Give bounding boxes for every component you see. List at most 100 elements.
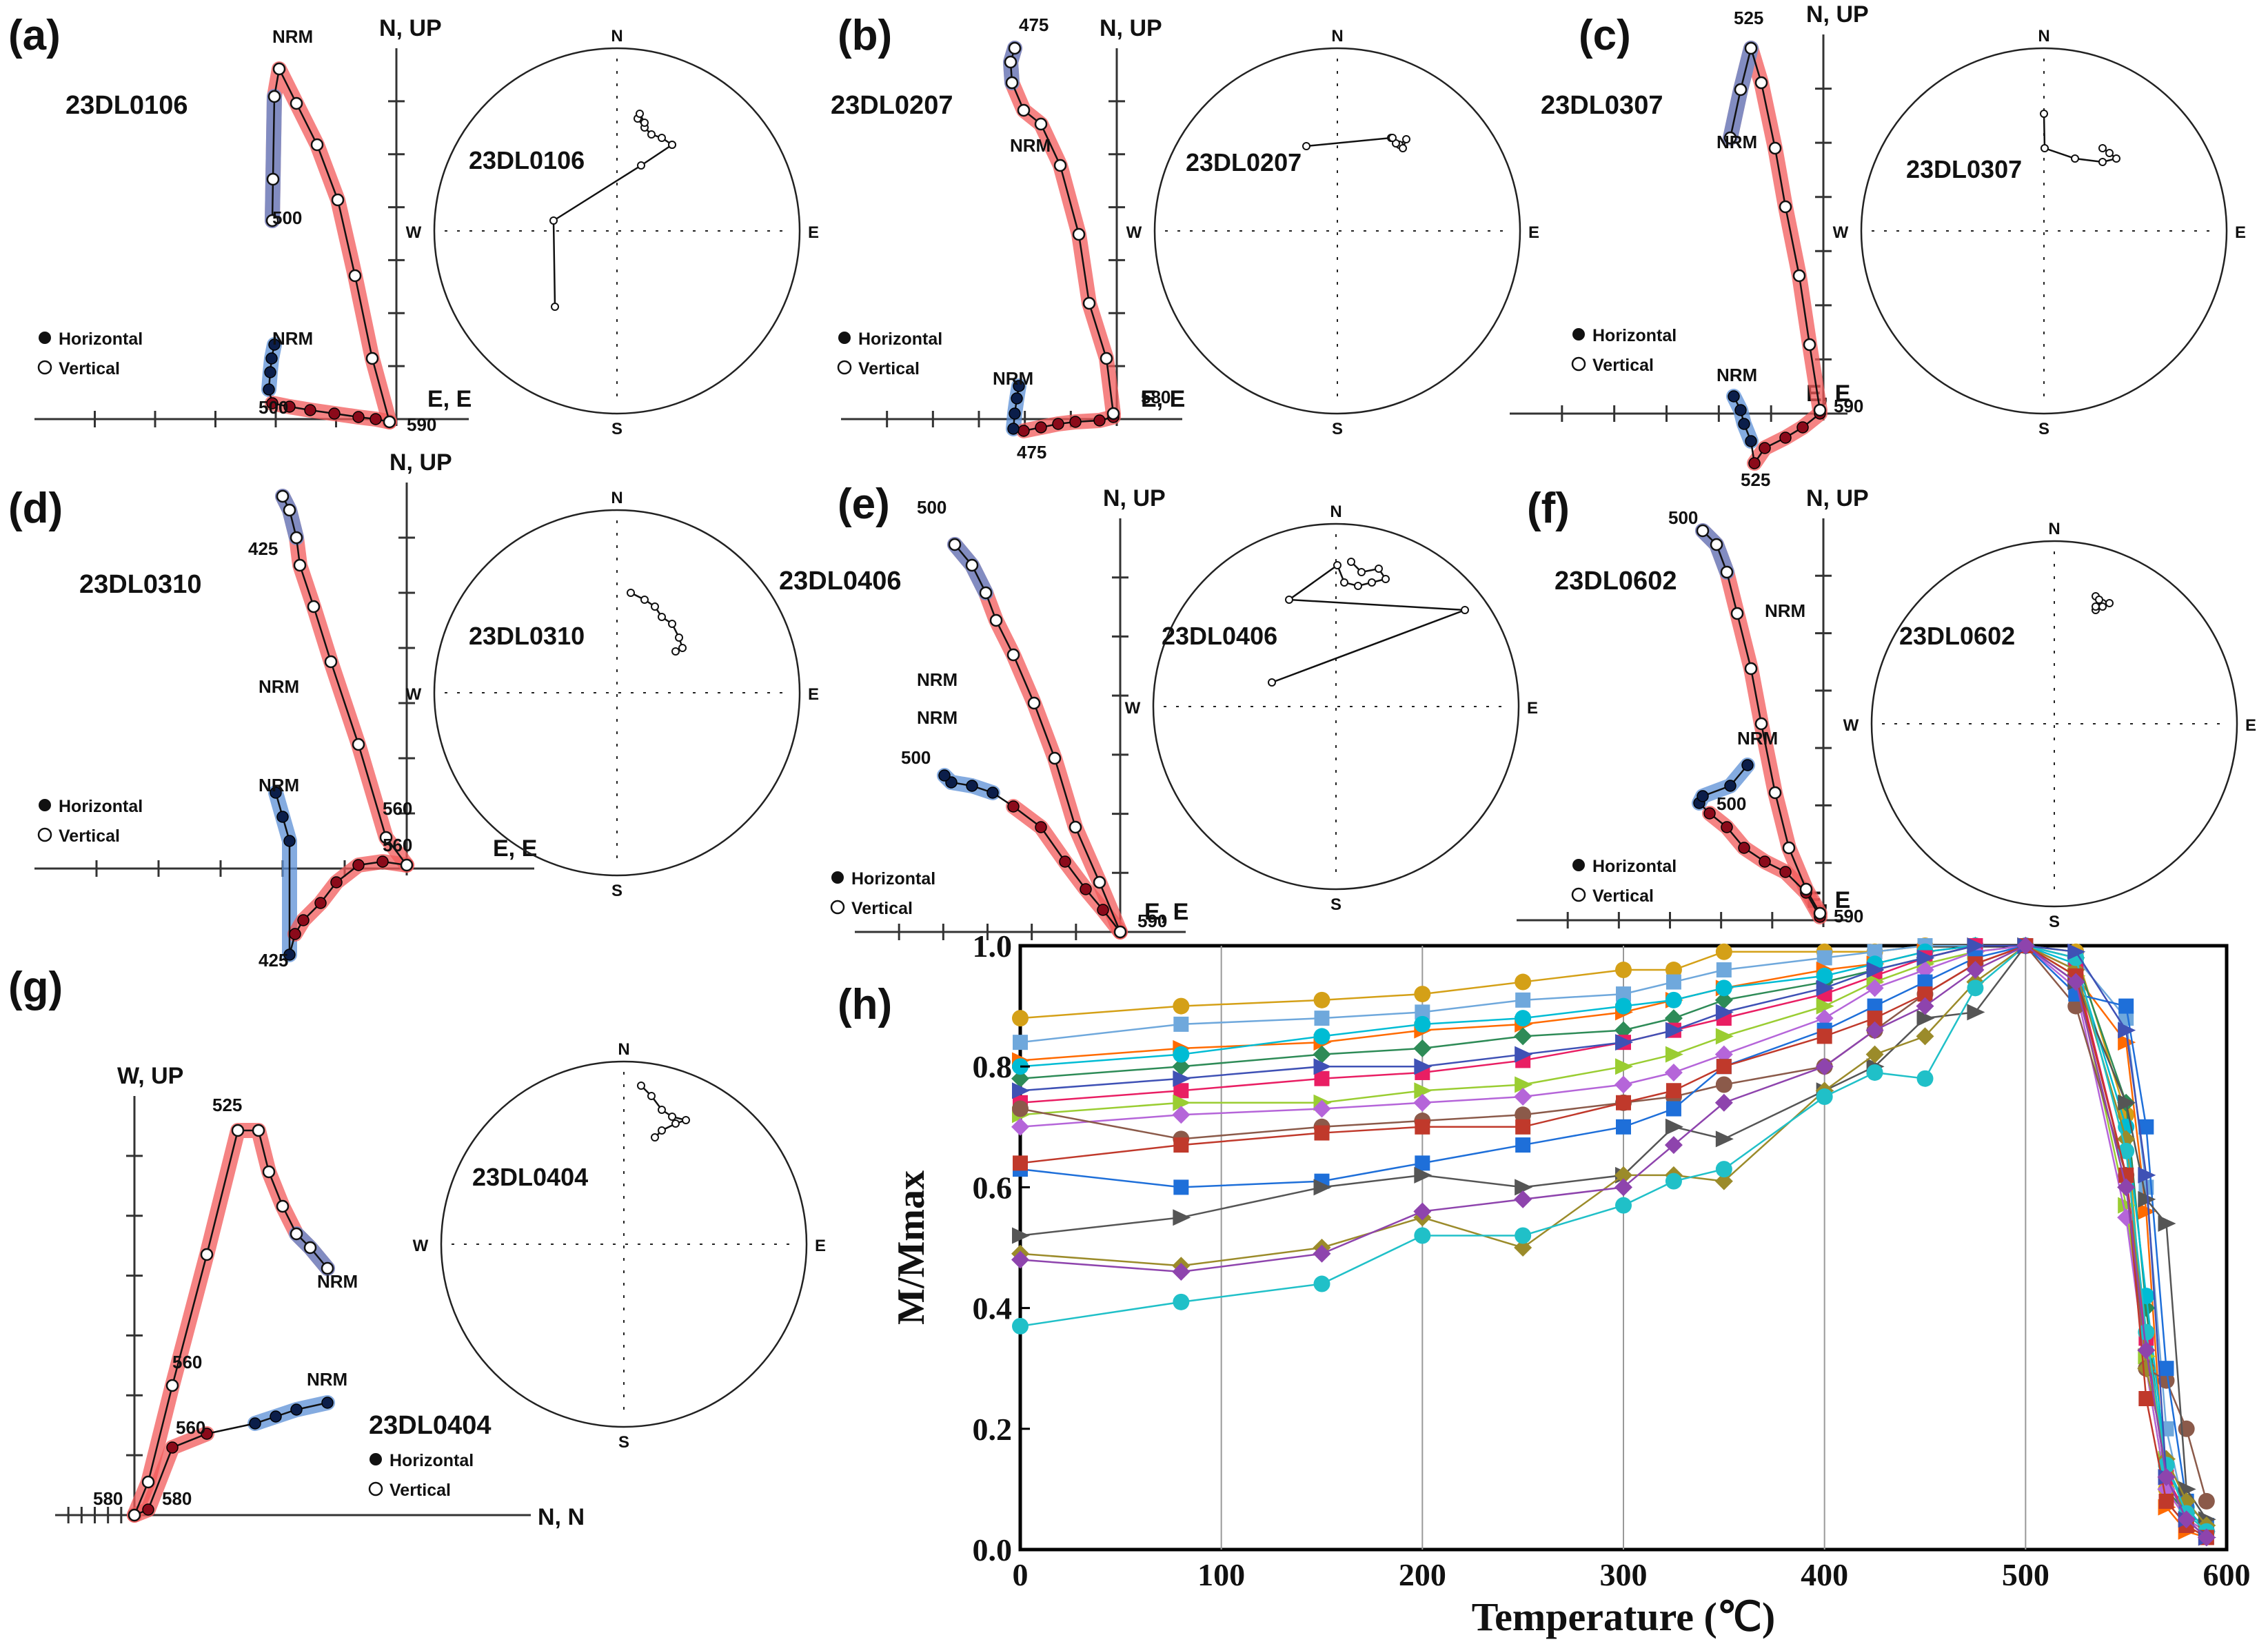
horizontal-point bbox=[352, 411, 365, 423]
stereonet-point bbox=[671, 1119, 680, 1128]
series-point bbox=[1664, 1063, 1683, 1082]
horizontal-point bbox=[1035, 821, 1047, 833]
series-point bbox=[2138, 1323, 2155, 1341]
vertical-point bbox=[276, 1199, 290, 1213]
step-label: NRM bbox=[317, 1271, 358, 1292]
series-point bbox=[1615, 962, 1632, 979]
step-label: NRM bbox=[1010, 135, 1051, 156]
vertical-point bbox=[1005, 76, 1019, 90]
vertical-point bbox=[310, 138, 324, 152]
vertical-point bbox=[200, 1248, 214, 1261]
series-point bbox=[1816, 950, 1832, 966]
series-point bbox=[2138, 1203, 2156, 1220]
vertical-point bbox=[1744, 41, 1758, 55]
series-point bbox=[1313, 1058, 1332, 1075]
vertical-point bbox=[1803, 338, 1816, 352]
series-point bbox=[1414, 1015, 1431, 1033]
panel-c: (c) N, UPE, E23DL0307NRM525525NRM590Horiz… bbox=[1510, 1, 2246, 490]
series-point bbox=[1415, 1004, 1430, 1020]
horizontal-point bbox=[1017, 425, 1030, 437]
series-line bbox=[1020, 944, 2207, 1526]
step-label: NRM bbox=[917, 669, 958, 690]
vertical-fit-band bbox=[265, 61, 397, 429]
horizontal-point bbox=[1007, 423, 1020, 435]
series-point bbox=[2067, 943, 2086, 960]
axis-right-label: N, N bbox=[538, 1504, 585, 1530]
panel-letter: (b) bbox=[838, 12, 892, 59]
series-point bbox=[1714, 1045, 1733, 1064]
stereonet: N S E W 23DL0406 bbox=[1125, 503, 1538, 914]
stereonet-point bbox=[1402, 135, 1410, 143]
horizontal-point bbox=[1009, 407, 1021, 420]
vertical-point bbox=[321, 1261, 334, 1275]
series-point bbox=[1867, 998, 1883, 1014]
horizontal-point bbox=[263, 383, 275, 396]
series-point bbox=[1173, 1083, 1189, 1099]
step-label: 580 bbox=[93, 1488, 123, 1509]
series-point bbox=[1665, 962, 1682, 979]
horizontal-point bbox=[376, 855, 389, 868]
vertical-point bbox=[1696, 524, 1710, 538]
vertical-point bbox=[400, 858, 414, 872]
series-point bbox=[2118, 998, 2134, 1014]
legend-vertical: Vertical bbox=[1592, 886, 1654, 906]
stereonet-point bbox=[2041, 144, 2049, 152]
series-point bbox=[1614, 1021, 1632, 1039]
legend-filled-marker bbox=[831, 871, 844, 884]
stereonet-point bbox=[1461, 606, 1469, 614]
stereonet-dir-N: N bbox=[611, 489, 622, 507]
step-label: 500 bbox=[272, 207, 302, 228]
stereonet-point bbox=[658, 1106, 666, 1114]
stereonet-point bbox=[2098, 602, 2107, 611]
stereonet-path bbox=[2043, 113, 2118, 163]
step-label: NRM bbox=[1717, 132, 1757, 152]
end-step-label: 560 bbox=[383, 798, 412, 819]
series-point bbox=[1172, 1057, 1191, 1076]
axis-right-label: E, E bbox=[427, 386, 472, 412]
vertical-point bbox=[266, 172, 280, 186]
series-point bbox=[1615, 1034, 1633, 1051]
series-line bbox=[1020, 944, 2207, 1539]
vertical-point bbox=[1008, 41, 1022, 55]
stereonet-point bbox=[647, 1092, 656, 1100]
chart-series bbox=[1011, 937, 2216, 1547]
panel-b: (b) N, UP E, E 23DL0207 NRM 475 475 NRM 580 Horiz… bbox=[831, 12, 1539, 463]
series-point bbox=[2138, 1391, 2154, 1406]
legend-open-marker bbox=[1571, 356, 1586, 372]
x-tick-label: 500 bbox=[2002, 1557, 2049, 1592]
series-point bbox=[1173, 1293, 1190, 1310]
vertical-point bbox=[267, 90, 281, 103]
axis-up-label: W, UP bbox=[117, 1063, 183, 1089]
step-label: 500 bbox=[259, 397, 288, 418]
vertical-point bbox=[272, 62, 286, 76]
stereonet-dir-W: W bbox=[1833, 223, 1849, 242]
step-label: NRM bbox=[272, 26, 313, 47]
legend-filled-marker bbox=[1572, 859, 1585, 871]
horizontal-point bbox=[1721, 821, 1733, 833]
end-step-label: 590 bbox=[407, 414, 436, 435]
chart-ticks: 0 100 200 300 400 500 600 0.0 0.2 0.4 0.6 0.8 1.0 bbox=[973, 928, 2251, 1592]
horizontal-point bbox=[1035, 421, 1047, 434]
series-point bbox=[1614, 1075, 1632, 1094]
series-point bbox=[1414, 1166, 1432, 1184]
y-tick-label: 0.4 bbox=[973, 1291, 1013, 1326]
stereonet-circle bbox=[1153, 47, 1521, 415]
series-point bbox=[1515, 1076, 1533, 1093]
zijderveld-panels: (a) N, UP E, E 23DL0106 NRM 500 500 NRM 590 Horiz… bbox=[8, 1, 2256, 1530]
vertical-point bbox=[1093, 875, 1106, 889]
series-point bbox=[2118, 1034, 2136, 1051]
series-point bbox=[1916, 961, 1934, 980]
stereonet-point bbox=[1368, 578, 1376, 587]
stereonet-point bbox=[1285, 596, 1293, 604]
horizontal-point bbox=[1703, 807, 1716, 820]
series-point bbox=[1616, 986, 1631, 1002]
series-line bbox=[1020, 944, 2207, 1539]
series-point bbox=[1715, 1004, 1734, 1021]
series-point bbox=[1665, 1101, 1681, 1117]
stereonet-circle bbox=[1870, 540, 2238, 908]
horizontal-point bbox=[352, 859, 365, 871]
horizontal-point bbox=[1007, 800, 1020, 813]
y-tick-label: 1.0 bbox=[973, 928, 1013, 964]
horizontal-point bbox=[966, 780, 978, 792]
